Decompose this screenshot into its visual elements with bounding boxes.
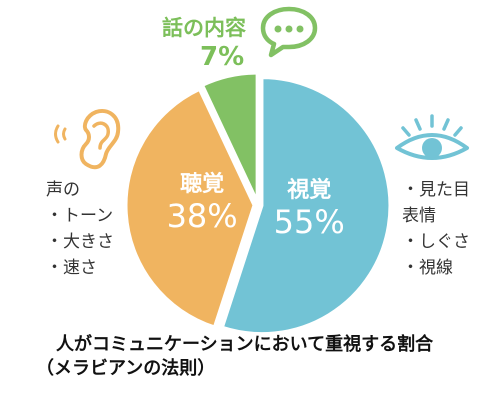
- auditory-note-1: 声の: [46, 180, 80, 200]
- slice-label-1: 聴覚: [180, 171, 224, 197]
- pie-slice-2: [200, 71, 259, 202]
- eye-icon: [395, 114, 469, 160]
- auditory-note-4: ・速さ: [46, 258, 97, 278]
- visual-note-4: ・視線: [402, 258, 453, 278]
- slice-value-1: 38%: [167, 197, 238, 235]
- auditory-note-2: ・トーン: [46, 206, 114, 226]
- auditory-note-3: ・大きさ: [46, 232, 114, 252]
- ear-icon: [54, 109, 121, 170]
- chart-subtitle: （メラビアンの法則）: [36, 358, 216, 379]
- slice-value-0: 55%: [274, 203, 345, 241]
- speech-bubble-icon: [260, 6, 318, 58]
- slice-label-0: 視覚: [287, 177, 331, 203]
- chart-title: 人がコミュニケーションにおいて重視する割合: [56, 334, 434, 355]
- verbal-value: 7%: [200, 42, 245, 72]
- visual-note-3: ・しぐさ: [402, 232, 470, 252]
- visual-note-2: 表情: [402, 206, 436, 226]
- verbal-label: 話の内容: [162, 16, 246, 40]
- pie-slice-1: [124, 87, 256, 329]
- pie-slice-0: [220, 76, 392, 336]
- visual-note-1: ・見た目: [402, 180, 470, 200]
